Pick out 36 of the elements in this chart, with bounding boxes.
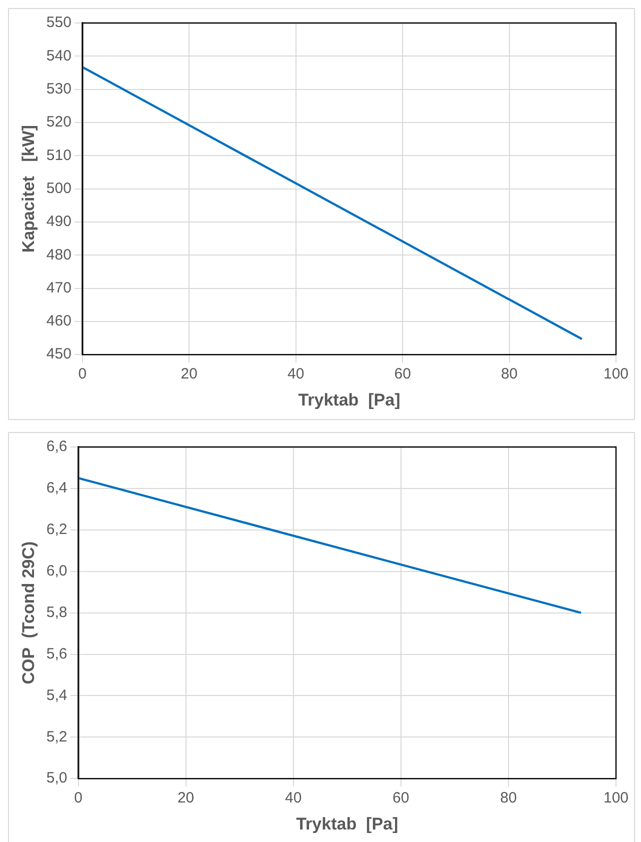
y-tick-label: 5,6 xyxy=(46,645,68,662)
y-tick-label: 480 xyxy=(46,246,72,264)
x-tick-label: 20 xyxy=(180,366,198,383)
y-tick-label: 6,6 xyxy=(46,438,68,456)
x-tick-label: 100 xyxy=(603,366,629,383)
y-tick-label: 5,8 xyxy=(46,604,68,621)
x-tick-label: 80 xyxy=(500,366,518,383)
y-tick-label: 500 xyxy=(46,180,72,197)
y-tick-label: 550 xyxy=(46,14,72,32)
y-tick-label: 450 xyxy=(46,346,72,363)
y-tick-label: 460 xyxy=(46,312,72,330)
x-tick-label: 40 xyxy=(288,366,304,383)
x-tick-label: 20 xyxy=(177,790,194,807)
y-tick-label: 6,4 xyxy=(46,480,68,497)
x-tick-label: 100 xyxy=(603,790,629,807)
y-tick-label: 6,2 xyxy=(46,521,68,538)
y-tick-label: 530 xyxy=(46,80,72,98)
x-tick-label: 60 xyxy=(392,790,410,807)
x-tick-label: 60 xyxy=(394,366,411,383)
x-tick-label: 0 xyxy=(74,790,82,807)
x-axis-title: Tryktab [Pa] xyxy=(298,390,400,410)
y-tick-label: 5,0 xyxy=(46,770,68,787)
y-tick-label: 5,4 xyxy=(46,686,68,704)
y-tick-label: 510 xyxy=(46,146,72,164)
y-tick-label: 6,0 xyxy=(46,562,68,580)
x-axis-title: Tryktab [Pa] xyxy=(296,814,398,834)
y-tick-label: 540 xyxy=(46,47,72,64)
y-axis-title: COP (Tcond 29C) xyxy=(18,541,38,684)
y-axis-title: Kapacitet [kW] xyxy=(18,125,38,253)
y-tick-label: 520 xyxy=(46,114,72,131)
x-tick-label: 0 xyxy=(78,366,87,383)
y-tick-label: 490 xyxy=(46,213,72,230)
y-tick-label: 470 xyxy=(46,279,72,296)
x-tick-label: 40 xyxy=(285,790,302,807)
x-tick-label: 80 xyxy=(500,790,517,807)
y-tick-label: 5,2 xyxy=(46,728,68,746)
